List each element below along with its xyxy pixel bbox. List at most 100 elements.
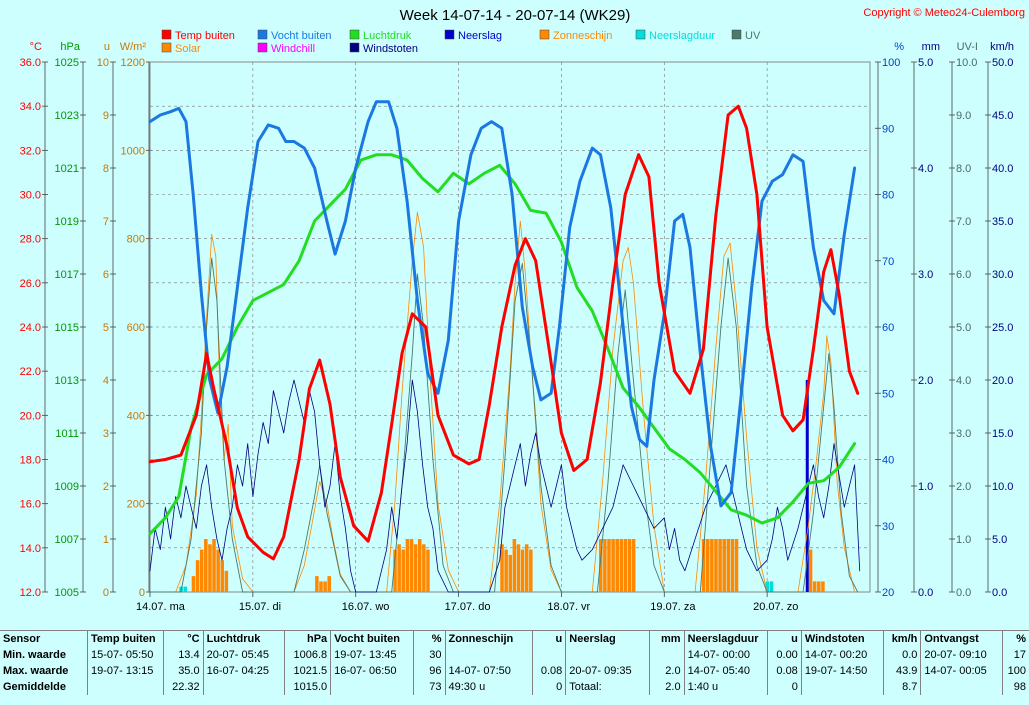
sunshine-bar [208,544,212,592]
legend-swatch [349,29,360,40]
sunshine-bar [393,549,397,592]
min-rainduration-value: 0.00 [767,647,802,663]
sunshine-bar [821,581,825,592]
sunshine-bar [220,560,224,592]
avg-temp-value: 22.32 [163,679,204,695]
sunshine-bar [705,539,710,592]
right-axis-tick-label: 25.0 [992,322,1013,334]
x-axis-label: 16.07. wo [342,601,390,613]
col-reception-unit: % [1016,633,1026,645]
min-temp-value: 13.4 [163,647,204,663]
avg-sunshine-value: 0 [532,679,567,695]
line-series [148,100,861,593]
right-axis-tick-label: 2.0 [956,481,971,493]
sunshine-bar [315,576,319,592]
sunshine-bar [409,539,414,592]
max-gust-time: 19-07- 14:50 [801,663,884,679]
sunshine-bar [504,549,508,592]
right-axis-tick-label: 5.0 [992,534,1007,546]
solar-line [149,211,855,593]
wind-gust-line [149,379,861,593]
avg-reception-value: 98 [1013,681,1026,693]
avg-reception-time [920,679,1004,695]
left-axis-unit: W/m² [120,41,147,53]
sunshine-bar [195,560,200,592]
col-sunshine: Zonneschijn [445,631,533,647]
legend-label: Windchill [271,43,315,55]
sunshine-bar [603,539,607,592]
temperature-line [148,104,860,561]
chart-title: Week 14-07-14 - 20-07-14 (WK29) [400,7,631,24]
x-axis-label: 15.07. di [239,601,281,613]
max-sunshine-value: 0.08 [532,663,567,679]
sunshine-bar [730,539,735,592]
right-axis-tick-label: 9.0 [956,110,971,122]
col-sensor: Sensor [0,631,89,647]
max-rain-time: 20-07- 09:35 [565,663,650,679]
left-axis-tick-label: 1200 [121,57,145,69]
min-reception-value: 17 [1013,649,1026,661]
min-rain-value [649,647,685,663]
col-gust-unit: km/h [883,631,922,647]
sunshine-bar [508,554,512,592]
min-pressure-time: 20-07- 05:45 [203,647,286,663]
legend-swatch [257,42,268,53]
right-axis-tick-label: 2.0 [918,375,933,387]
right-axis-tick-label: 80 [882,190,894,202]
legend-label: Vocht buiten [271,30,332,42]
left-axis-tick-label: 16.0 [20,499,41,511]
legend-label: Windstoten [363,43,418,55]
max-rainduration-time: 14-07- 05:40 [684,663,769,679]
legend-swatch [257,29,268,40]
left-axis-tick-label: 9 [103,110,109,122]
sunshine-bar [401,549,406,592]
left-axis-tick-label: 24.0 [20,322,41,334]
max-humidity-value: 96 [413,663,446,679]
summary-row-min: Min. waarde 15-07- 05:50 13.4 20-07- 05:… [0,647,1029,663]
left-axis-tick-label: 1017 [55,269,79,281]
avg-gust-time [801,679,884,695]
right-axis-tick-label: 100 [882,57,900,69]
right-axis-unit: UV-I [957,41,978,53]
left-axis-tick-label: 1011 [55,428,79,440]
avg-gust-value: 8.7 [883,679,922,695]
avg-humidity-time [330,679,414,695]
min-temp-time: 15-07- 05:50 [87,647,164,663]
col-pressure-unit: hPa [284,631,332,647]
weather-chart: Week 14-07-14 - 20-07-14 (WK29) Copyrigh… [20,7,1025,613]
sunshine-bar [323,581,327,592]
left-axis-tick-label: 400 [127,410,145,422]
legend-swatch [444,29,455,40]
min-reception-time: 20-07- 09:10 [920,647,1004,663]
copyright-text: Copyright © Meteo24-Culemborg [863,7,1025,19]
sunshine-bar [516,544,521,592]
right-axis-tick-label: 3.0 [956,428,971,440]
left-axis-unit: hPa [60,41,80,53]
sunshine-bar [422,544,426,592]
left-axis-tick-label: 1 [103,534,109,546]
left-axis-tick-label: 200 [127,499,145,511]
max-reception-value: 100 [1007,665,1026,677]
col-sunshine-unit: u [532,631,567,647]
right-axis-tick-label: 60 [882,322,894,334]
sunshine-bar [808,549,813,592]
col-humidity-unit: % [413,631,446,647]
row-label: Min. waarde [0,647,89,663]
left-axis-tick-label: 600 [127,322,145,334]
right-axis-tick-label: 45.0 [992,110,1013,122]
col-rain: Neerslag [565,631,650,647]
avg-pressure-time [203,679,286,695]
max-sunshine-time: 14-07- 07:50 [445,663,533,679]
humidity-line [148,100,857,508]
x-axis-label: 19.07. za [650,601,696,613]
left-axis-tick-label: 1019 [55,216,79,228]
col-temp-unit: °C [163,631,204,647]
min-sunshine-value [532,647,567,663]
left-axis-tick-label: 1005 [55,587,79,599]
right-axis-tick-label: 30 [882,521,894,533]
left-axis-tick-label: 6 [103,269,109,281]
min-rain-time [565,647,650,663]
left-axis-tick-label: 30.0 [20,190,41,202]
left-axis-tick-label: 7 [103,216,109,228]
left-axis-tick-label: 10 [97,57,109,69]
